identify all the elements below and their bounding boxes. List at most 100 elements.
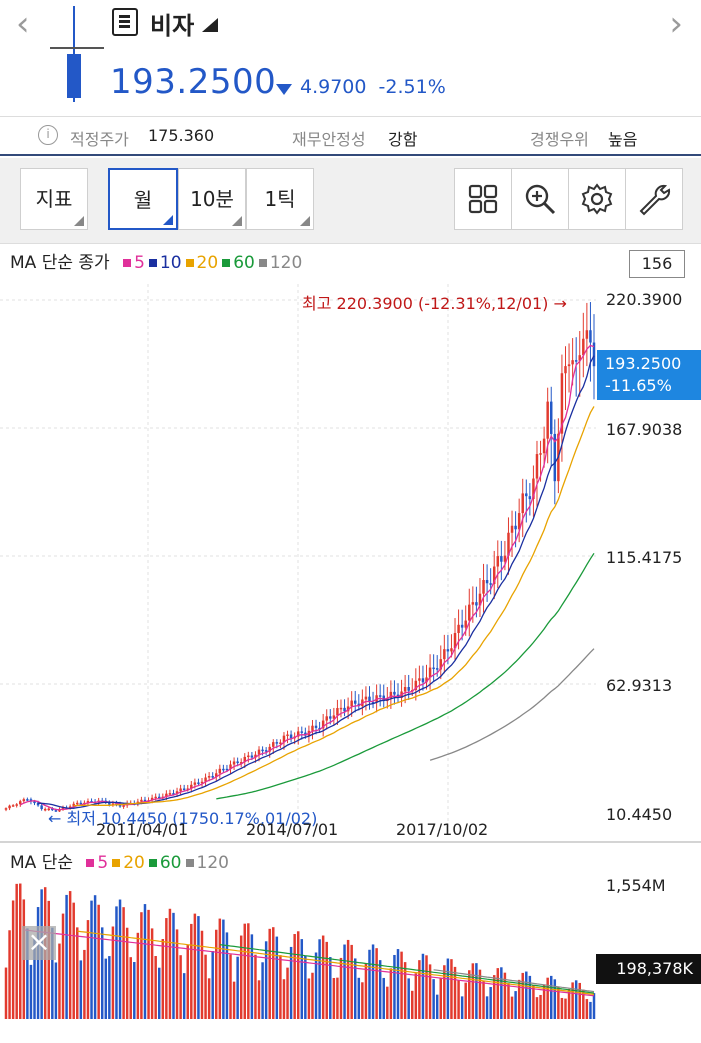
candle-165 <box>592 342 596 367</box>
candle-128 <box>460 624 464 628</box>
chevron-right-icon[interactable]: › <box>669 4 683 44</box>
candle-55 <box>200 781 204 784</box>
volume-bar-134 <box>482 981 485 1019</box>
candle-53 <box>193 782 197 785</box>
candle-39 <box>143 799 147 802</box>
caret-icon[interactable] <box>202 18 218 32</box>
ma-legend-item-text-5: 5 <box>134 253 145 273</box>
volume-bar-9 <box>36 907 40 1019</box>
zoom-button[interactable] <box>511 168 569 230</box>
down-arrow-icon <box>276 84 292 95</box>
volume-bar-32 <box>118 899 122 1019</box>
volume-bar-98 <box>353 958 357 1019</box>
period-10min-label: 10분 <box>190 187 234 211</box>
menu-icon[interactable] <box>112 8 138 36</box>
volume-bar-36 <box>133 962 136 1019</box>
candle-145 <box>521 493 524 514</box>
candle-152 <box>546 401 549 439</box>
volume-ma-label: MA 단순 <box>10 853 73 873</box>
candle-63 <box>229 764 232 769</box>
volume-bar-26 <box>97 904 100 1019</box>
candle-2 <box>11 805 15 807</box>
candle-48 <box>175 791 179 794</box>
ma-legend-item-swatch-120 <box>258 259 267 267</box>
volume-bar-137 <box>492 975 496 1019</box>
candle-117 <box>421 678 425 683</box>
candle-46 <box>168 793 172 795</box>
candle-122 <box>439 659 443 670</box>
volume-bar-22 <box>83 949 86 1019</box>
candle-120 <box>432 667 435 670</box>
ma-legend[interactable]: MA 단순 종가 5 10 20 60 120 <box>10 248 302 273</box>
candle-144 <box>517 513 521 530</box>
candle-32 <box>118 804 122 807</box>
candle-30 <box>111 803 115 805</box>
stock-header: ‹ › 비자 193.2500 4.9700 -2.51% <box>0 0 701 116</box>
volume-ma-item-text-60: 60 <box>159 853 182 873</box>
volume-bar-14 <box>54 962 58 1019</box>
volume-bar-114 <box>411 990 414 1019</box>
candle-9 <box>36 802 40 806</box>
volume-bar-140 <box>503 972 507 1019</box>
volume-bar-109 <box>393 954 396 1019</box>
zoom-in-icon <box>525 184 556 215</box>
volume-bar-143 <box>514 991 517 1019</box>
volume-bar-119 <box>428 964 432 1019</box>
volume-ma-item-swatch-60 <box>148 859 157 867</box>
indicator-button[interactable]: 지표 <box>20 168 88 230</box>
volume-ma-line-60 <box>219 944 595 994</box>
ma-legend-item-swatch-60 <box>222 259 231 267</box>
volume-bar-125 <box>450 959 453 1019</box>
volume-bar-13 <box>51 927 54 1019</box>
candle-69 <box>250 755 254 758</box>
volume-bar-161 <box>578 982 581 1019</box>
candle-65 <box>236 761 239 764</box>
ma-legend-item-5: 5 <box>123 253 145 273</box>
period-monthly-button[interactable]: 월 <box>108 168 178 230</box>
info-icon[interactable]: i <box>38 125 58 145</box>
volume-ma-item-text-5: 5 <box>97 853 109 873</box>
volume-bar-85 <box>307 978 311 1019</box>
volume-bar-38 <box>140 912 143 1019</box>
volume-bar-27 <box>100 927 104 1019</box>
close-icon[interactable]: × <box>22 926 56 960</box>
candle-0 <box>4 808 8 810</box>
volume-bar-111 <box>400 951 403 1019</box>
volume-bar-19 <box>72 902 75 1019</box>
candle-47 <box>172 793 175 795</box>
candle-52 <box>190 784 193 789</box>
candle-79 <box>286 734 289 737</box>
volume-bar-65 <box>236 956 239 1019</box>
price-chart[interactable] <box>0 244 701 1043</box>
candle-68 <box>247 755 250 758</box>
visible-count-box[interactable]: 156 <box>629 250 685 278</box>
chevron-left-icon[interactable]: ‹ <box>16 4 30 44</box>
volume-bar-43 <box>157 967 161 1019</box>
volume-bar-60 <box>218 918 222 1019</box>
chart-area[interactable]: MA 단순 종가 5 10 20 60 120 156 220.3900 167.903… <box>0 244 701 1043</box>
axis-label-4: 62.9313 <box>606 676 673 695</box>
volume-bar-45 <box>165 918 168 1019</box>
candle-103 <box>371 702 375 704</box>
stock-title[interactable]: 비자 <box>150 12 195 40</box>
tools-button[interactable] <box>625 168 683 230</box>
ma-legend-item-text-20: 20 <box>196 253 219 273</box>
volume-current-marker: 198,378K <box>596 954 701 984</box>
candle-160 <box>574 360 578 362</box>
candle-59 <box>215 773 218 777</box>
period-10min-button[interactable]: 10분 <box>178 168 246 230</box>
volume-bar-91 <box>329 957 332 1019</box>
period-tick-button[interactable]: 1틱 <box>246 168 314 230</box>
volume-bar-154 <box>553 979 557 1019</box>
candle-13 <box>51 808 54 811</box>
candle-102 <box>368 696 371 703</box>
candle-7 <box>29 799 33 802</box>
volume-bar-155 <box>557 987 560 1019</box>
volume-bar-156 <box>560 997 564 1019</box>
period-monthly-label: 월 <box>133 188 153 212</box>
volume-bar-4 <box>19 883 22 1019</box>
grid-button[interactable] <box>454 168 512 230</box>
volume-ma-legend[interactable]: MA 단순 5 20 60 120 <box>10 848 229 873</box>
volume-bar-106 <box>382 977 385 1019</box>
settings-button[interactable] <box>568 168 626 230</box>
